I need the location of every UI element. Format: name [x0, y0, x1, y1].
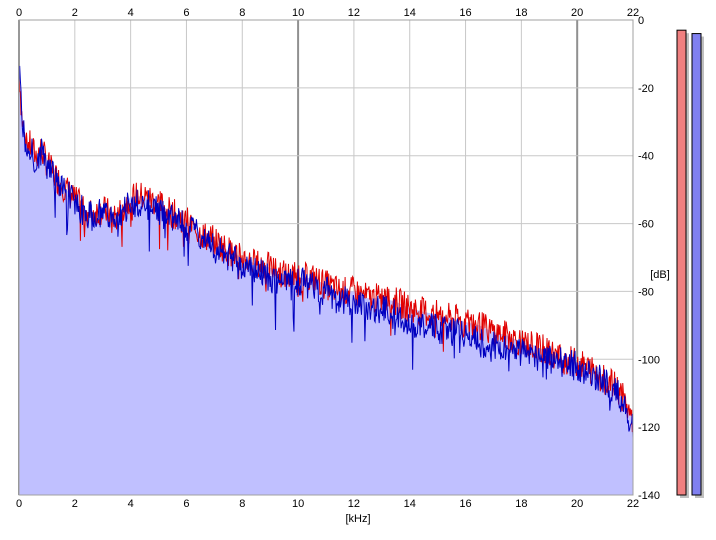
x-tick-label-bottom: 8 — [239, 498, 245, 510]
y-tick-label: -120 — [638, 422, 660, 434]
spectrum-area — [19, 67, 633, 495]
x-tick-label-top: 22 — [627, 7, 639, 19]
spectrum-lines — [18, 65, 634, 438]
x-tick-label-bottom: 20 — [571, 498, 583, 510]
x-tick-label-top: 8 — [239, 7, 245, 19]
x-tick-label-bottom: 18 — [515, 498, 527, 510]
x-tick-label-top: 4 — [128, 7, 134, 19]
y-tick-label: 0 — [638, 15, 644, 27]
x-tick-label-bottom: 22 — [627, 498, 639, 510]
level-meters — [676, 29, 704, 499]
x-tick-label-top: 20 — [571, 7, 583, 19]
y-tick-label: -60 — [638, 219, 654, 231]
x-tick-label-top: 10 — [292, 7, 304, 19]
y-tick-label: -100 — [638, 354, 660, 366]
level-meter-2 — [691, 33, 702, 496]
series-line-2 — [18, 65, 634, 438]
x-tick-label-bottom: 14 — [404, 498, 416, 510]
x-tick-label-top: 0 — [16, 7, 22, 19]
y-tick-label: -20 — [638, 83, 654, 95]
x-tick-label-top: 2 — [72, 7, 78, 19]
level-meter-1 — [676, 29, 687, 496]
x-tick-label-bottom: 10 — [292, 498, 304, 510]
y-tick-labels: 0 -20 -40 -60 -80 -100 -120 -140 — [638, 15, 660, 502]
x-tick-label-bottom: 6 — [183, 498, 189, 510]
x-tick-label-top: 16 — [459, 7, 471, 19]
x-tick-label-bottom: 12 — [348, 498, 360, 510]
x-tick-label-top: 18 — [515, 7, 527, 19]
x-axis-label: [kHz] — [345, 513, 370, 525]
x-tick-label-top: 6 — [183, 7, 189, 19]
x-tick-label-bottom: 0 — [16, 498, 22, 510]
x-tick-label-bottom: 16 — [459, 498, 471, 510]
x-tick-label-bottom: 2 — [72, 498, 78, 510]
x-tick-labels-bottom: 0 2 4 6 8 10 12 14 16 18 20 22 — [16, 498, 639, 510]
y-axis-label: [dB] — [650, 269, 670, 281]
spectrum-fill — [19, 67, 633, 495]
x-tick-label-top: 12 — [348, 7, 360, 19]
x-tick-labels-top: 0 2 4 6 8 10 12 14 16 18 20 22 — [16, 7, 639, 19]
y-tick-label: -80 — [638, 286, 654, 298]
y-tick-label: -40 — [638, 151, 654, 163]
x-tick-label-top: 14 — [404, 7, 416, 19]
x-tick-label-bottom: 4 — [128, 498, 134, 510]
y-tick-label: -140 — [638, 490, 660, 502]
plot-frame — [18, 19, 634, 496]
